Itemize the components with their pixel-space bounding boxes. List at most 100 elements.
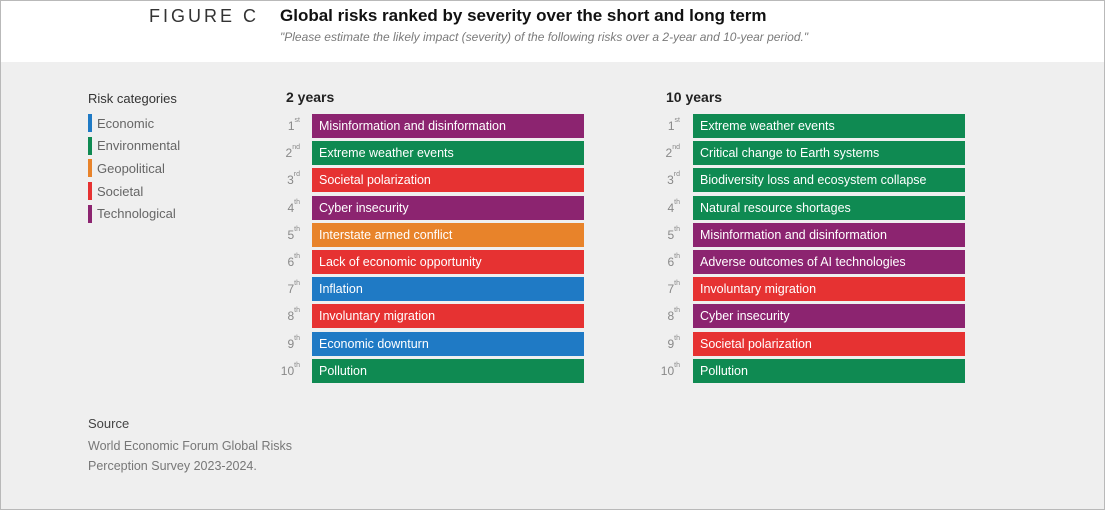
- risk-bar: Cyber insecurity: [693, 304, 965, 329]
- legend-label: Economic: [97, 115, 155, 131]
- rank-label: 5th: [652, 225, 680, 242]
- rank-number: 4: [287, 200, 295, 215]
- rank-suffix: th: [294, 361, 300, 369]
- rank-number: 5: [287, 227, 295, 242]
- rank-number: 6: [287, 255, 295, 269]
- rank-suffix: th: [294, 334, 300, 342]
- rank-number: 3: [287, 173, 294, 188]
- figure-label: FIGURE C: [149, 6, 260, 26]
- rank-label: 3rd: [652, 171, 680, 188]
- rank-suffix: th: [674, 225, 680, 233]
- rank-label: 10th: [272, 361, 300, 378]
- source-text: World Economic Forum Global Risks Percep…: [88, 439, 292, 473]
- risk-bar: Extreme weather events: [312, 141, 584, 166]
- rank-label: 6th: [652, 253, 680, 269]
- rank-suffix: th: [294, 280, 300, 288]
- risk-bar: Pollution: [312, 358, 584, 383]
- rank-number: 8: [287, 309, 295, 324]
- rank-suffix: th: [294, 225, 300, 233]
- risk-bar: Misinformation and disinformation: [693, 222, 965, 247]
- rank-number: 9: [287, 336, 295, 351]
- legend-swatch: [88, 204, 92, 223]
- legend-item-technological: Technological: [88, 204, 180, 223]
- rank-suffix: th: [294, 198, 300, 206]
- rank-label: 2nd: [652, 144, 680, 161]
- rank-number: 1: [667, 119, 675, 133]
- legend-label: Environmental: [97, 138, 181, 154]
- risk-bar: Inflation: [312, 277, 584, 302]
- rank-number: 10: [660, 363, 675, 378]
- legend-swatch: [88, 114, 92, 132]
- rank-label: 4th: [272, 198, 300, 215]
- rank-number: 7: [287, 282, 295, 297]
- risk-bar: Misinformation and disinformation: [312, 114, 584, 138]
- rank-suffix: st: [294, 117, 300, 124]
- rank-suffix: rd: [293, 171, 300, 179]
- rank-suffix: th: [674, 307, 680, 315]
- legend-title: Risk categories: [88, 91, 177, 106]
- risk-bar: Societal polarization: [312, 168, 584, 193]
- rank-number: 4: [667, 200, 675, 215]
- rank-number: 2: [285, 146, 293, 161]
- rank-number: 1: [287, 119, 295, 133]
- rank-number: 9: [667, 336, 675, 351]
- rank-label: 5th: [272, 225, 300, 242]
- risk-bar: Involuntary migration: [693, 277, 965, 302]
- rank-suffix: th: [294, 253, 300, 260]
- risk-bar: Critical change to Earth systems: [693, 141, 965, 166]
- source-title: Source: [88, 416, 130, 431]
- rank-suffix: th: [674, 334, 680, 342]
- risk-bar: Interstate armed conflict: [312, 222, 584, 247]
- rank-suffix: th: [674, 280, 680, 288]
- legend-item-societal: Societal: [88, 182, 180, 201]
- rank-suffix: th: [674, 361, 680, 369]
- rank-number: 10: [280, 363, 295, 378]
- rank-label: 1st: [272, 117, 300, 133]
- rank-suffix: th: [674, 198, 680, 206]
- figure-header: [1, 1, 1104, 62]
- rank-label: 1st: [652, 117, 680, 133]
- rank-label: 6th: [272, 253, 300, 269]
- risk-bar: Natural resource shortages: [693, 195, 965, 220]
- rank-label: 7th: [652, 280, 680, 296]
- legend-item-geopolitical: Geopolitical: [88, 159, 180, 178]
- legend-label: Technological: [97, 206, 176, 222]
- figure-title: Global risks ranked by severity over the…: [280, 6, 767, 25]
- risk-bar: Pollution: [693, 358, 965, 383]
- legend-swatch: [88, 136, 92, 155]
- rank-label: 3rd: [272, 171, 300, 188]
- rank-suffix: nd: [672, 144, 680, 152]
- legend-swatch: [88, 182, 92, 201]
- rank-label: 8th: [272, 307, 300, 324]
- rank-label: 4th: [652, 198, 680, 215]
- legend-item-environmental: Environmental: [88, 136, 181, 155]
- risk-bar: Economic downturn: [312, 331, 584, 356]
- column-title-10-years: 10 years: [666, 89, 723, 105]
- legend-item-economic: Economic: [88, 114, 180, 132]
- rank-number: 8: [667, 309, 675, 324]
- risk-bar: Extreme weather events: [693, 114, 965, 138]
- risk-bar: Biodiversity loss and ecosystem collapse: [693, 168, 965, 193]
- rank-number: 5: [667, 227, 675, 242]
- rank-label: 8th: [652, 307, 680, 324]
- rank-suffix: st: [674, 117, 680, 124]
- rank-number: 6: [667, 255, 675, 269]
- risk-bar: Adverse outcomes of AI technologies: [693, 250, 965, 274]
- legend-swatch: [88, 159, 92, 178]
- column-title-2-years: 2 years: [286, 89, 335, 105]
- risk-bar: Lack of economic opportunity: [312, 250, 584, 274]
- legend-label: Geopolitical: [97, 160, 165, 176]
- rank-label: 9th: [272, 334, 300, 351]
- rank-suffix: rd: [673, 171, 680, 179]
- legend: Economic Environmental Geopolitical Societa…: [88, 114, 180, 227]
- rank-suffix: th: [674, 253, 680, 260]
- rank-number: 2: [665, 146, 673, 161]
- rank-label: 9th: [652, 334, 680, 351]
- risk-bar: Societal polarization: [693, 331, 965, 356]
- rank-label: 10th: [652, 361, 680, 378]
- risk-bar: Cyber insecurity: [312, 195, 584, 220]
- figure-subtitle: "Please estimate the likely impact (seve…: [280, 30, 809, 44]
- rank-suffix: nd: [292, 144, 300, 152]
- rank-suffix: th: [294, 307, 300, 315]
- rank-number: 3: [667, 173, 674, 188]
